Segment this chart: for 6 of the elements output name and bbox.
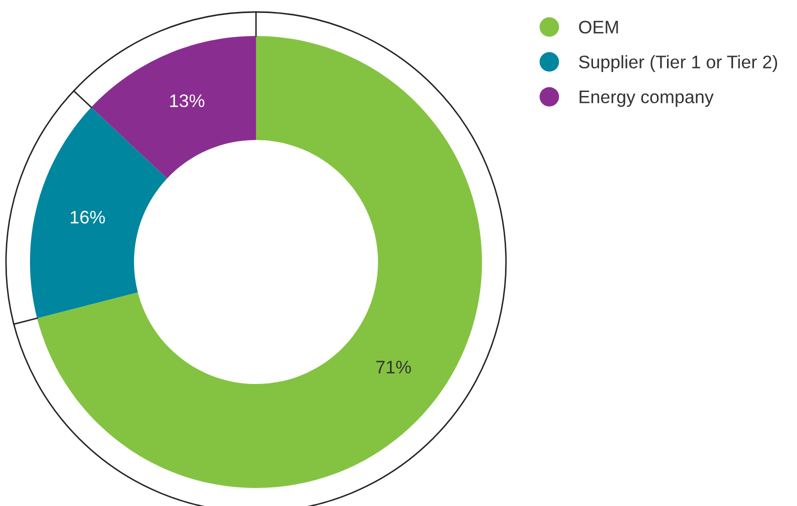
- legend-label: Energy company: [580, 90, 714, 107]
- data-label: 71%: [376, 360, 411, 374]
- legend-label: OEM: [579, 20, 618, 34]
- data-label: 16%: [70, 210, 105, 224]
- legend-label: Supplier (Tier 1 or Tier 2): [579, 55, 778, 72]
- data-label: 13%: [170, 94, 204, 108]
